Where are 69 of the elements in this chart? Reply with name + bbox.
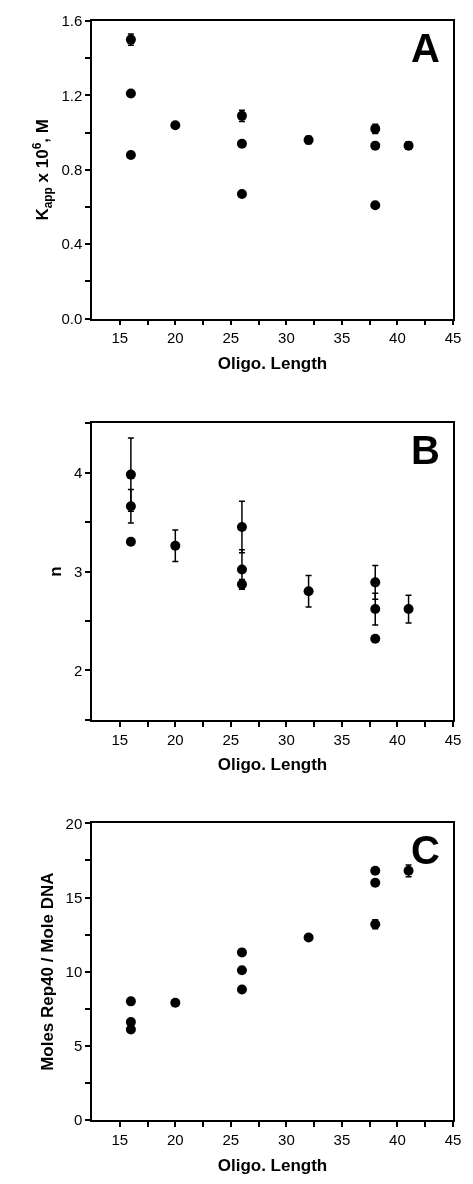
point [236, 138, 247, 149]
y-tick-label: 0.8 [61, 161, 83, 179]
y-tick-label: 0 [73, 1111, 83, 1129]
y-tick-label: 1.2 [61, 86, 83, 104]
x-tick-label: 35 [333, 1130, 351, 1148]
point [170, 540, 181, 551]
point [236, 522, 247, 532]
x-tick-label: 30 [278, 730, 295, 748]
point [370, 604, 381, 615]
x-tick-label: 20 [166, 1130, 184, 1148]
y-tick-label: 0.4 [61, 235, 83, 253]
point [125, 88, 136, 99]
x-tick-label: 35 [333, 730, 351, 748]
y-tick-label: 3 [73, 562, 83, 580]
point [125, 469, 136, 480]
x-tick-label: 40 [389, 329, 406, 347]
annotation: A [411, 26, 440, 70]
x-tick-label: 20 [166, 329, 184, 347]
point [303, 932, 314, 943]
point [370, 577, 381, 588]
annotation: C [411, 828, 440, 872]
y-tick-label: 0.0 [61, 309, 83, 327]
x-tick-label: 15 [111, 1130, 129, 1148]
x-tick-label: 15 [111, 730, 129, 748]
point [236, 984, 247, 995]
point [370, 200, 381, 211]
y-axis-title: n [45, 566, 65, 577]
x-tick-label: 30 [278, 329, 295, 347]
x-tick-label: 25 [222, 329, 240, 347]
annotation: B [411, 428, 440, 472]
x-tick-label: 45 [444, 730, 462, 748]
y-tick-label: 15 [65, 888, 83, 906]
y-tick-label: 4 [73, 463, 83, 481]
point [303, 586, 314, 597]
point [403, 604, 414, 615]
y-tick-label: 1.6 [61, 12, 83, 30]
point [125, 536, 136, 547]
point [125, 501, 136, 512]
point [170, 997, 181, 1008]
point [236, 965, 247, 976]
x-tick-label: 30 [278, 1130, 295, 1148]
point [170, 120, 181, 131]
x-axis-title: Oligo. Length [217, 755, 328, 775]
point [236, 947, 247, 958]
x-axis-title: Oligo. Length [217, 354, 328, 374]
point [370, 877, 381, 888]
y-tick-label: 10 [65, 962, 83, 980]
x-tick-label: 15 [111, 329, 129, 347]
x-tick-label: 45 [444, 1130, 462, 1148]
point [370, 140, 381, 151]
y-tick-label: 2 [73, 661, 83, 679]
x-tick-label: 25 [222, 1130, 240, 1148]
point [370, 865, 381, 876]
x-tick-label: 20 [166, 730, 184, 748]
x-tick-label: 35 [333, 329, 351, 347]
point [370, 633, 381, 644]
x-tick-label: 25 [222, 730, 240, 748]
x-tick-label: 40 [389, 1130, 406, 1148]
y-axis-title: Moles Rep40 / Mole DNA [37, 872, 57, 1071]
point [236, 189, 247, 200]
y-tick-label: 20 [65, 814, 83, 832]
x-axis-title: Oligo. Length [217, 1155, 328, 1175]
point [125, 996, 136, 1007]
x-tick-label: 45 [444, 329, 462, 347]
x-tick-label: 40 [389, 730, 406, 748]
y-tick-label: 5 [73, 1037, 83, 1055]
point [125, 149, 136, 160]
point [125, 1024, 136, 1035]
point [236, 564, 247, 575]
